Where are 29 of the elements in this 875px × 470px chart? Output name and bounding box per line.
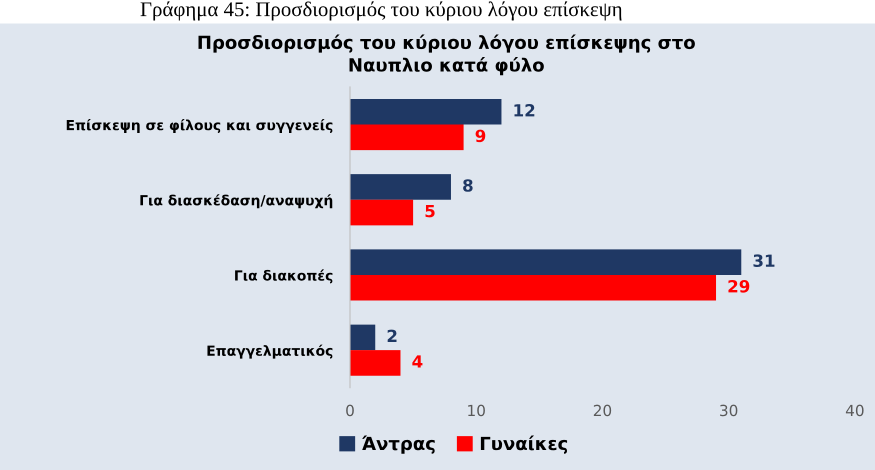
data-label: 31	[754, 254, 774, 267]
bar	[350, 98, 502, 125]
chart-title: Προσδιορισμός του κύριου λόγου επίσκεψης στο Ναυπλιο κατά φύλο	[198, 34, 695, 76]
x-tick-label: 0	[346, 404, 354, 416]
bar	[350, 324, 376, 350]
legend-label: Γυναίκες	[480, 436, 568, 454]
bar	[350, 249, 742, 275]
data-label: 29	[728, 280, 750, 293]
x-tick-label: 20	[594, 404, 612, 416]
legend-label: Άντρας	[362, 436, 435, 454]
x-tick-label: 40	[846, 404, 864, 416]
text: Γράφημα 45: Προσδιορισμός του κύριου λόγου επίσκεψη	[140, 1, 622, 21]
data-label: 12	[514, 104, 534, 116]
data-label: 8	[463, 179, 473, 192]
bar	[350, 174, 451, 200]
x-tick-label: 30	[720, 404, 738, 416]
data-label: 5	[426, 204, 435, 218]
data-label: 2	[388, 330, 397, 342]
bar	[350, 124, 464, 150]
y-tick-label: Επίσκεψη σε φίλους και συγγενείς	[66, 118, 332, 133]
bar	[350, 350, 400, 376]
data-label: 4	[412, 355, 422, 368]
bar	[350, 274, 716, 301]
y-tick-label: Για διακοπές	[235, 269, 332, 284]
data-label: 9	[476, 130, 486, 142]
bar	[350, 200, 414, 226]
y-tick-label: Για διασκέδαση/αναψυχή	[140, 194, 332, 208]
x-tick-label: 10	[468, 404, 485, 416]
y-tick-label: Επαγγελματικός	[207, 344, 332, 359]
